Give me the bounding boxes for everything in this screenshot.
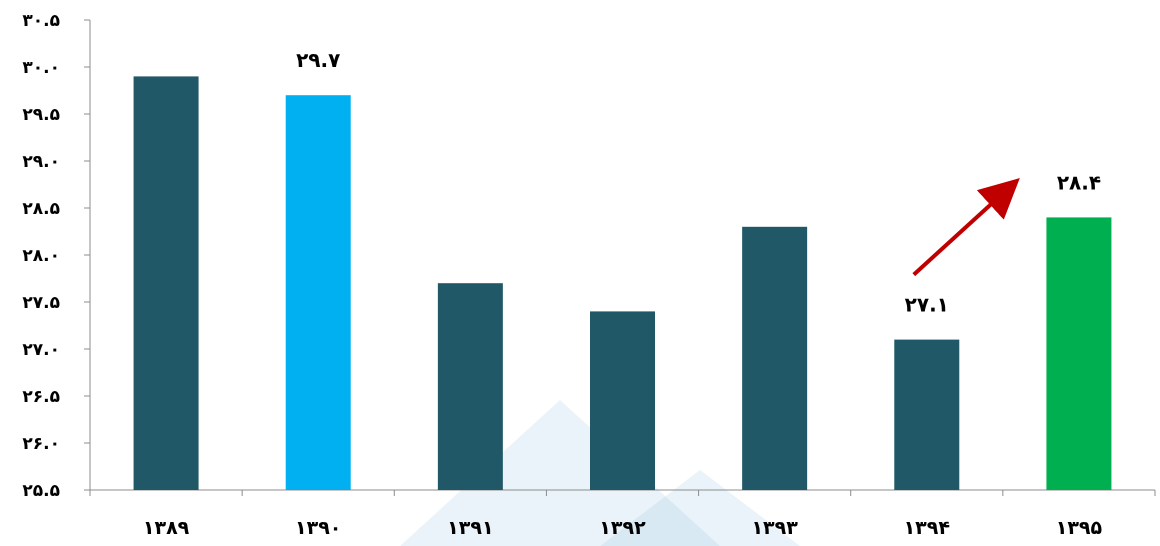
y-tick-label: ۲۶.۰	[22, 434, 60, 454]
y-tick-label: ۲۹.۵	[22, 105, 60, 125]
x-category-label: ۱۳۹۳	[751, 517, 798, 539]
bars	[133, 76, 1112, 491]
x-category-label: ۱۳۹۵	[1056, 517, 1103, 539]
bar	[437, 283, 503, 490]
x-category-label: ۱۳۸۹	[143, 517, 190, 539]
bar	[133, 76, 199, 491]
bar	[590, 311, 655, 490]
bar	[742, 226, 808, 491]
x-category-label: ۱۳۹۱	[447, 517, 493, 539]
y-tick-label: ۲۷.۰	[22, 340, 60, 360]
y-tick-label: ۲۸.۰	[22, 246, 60, 266]
watermark	[400, 400, 800, 546]
y-tick-label: ۲۵.۵	[22, 481, 60, 501]
bar	[285, 95, 351, 490]
data-label: ۲۷.۱	[905, 293, 949, 317]
bar	[1046, 217, 1112, 490]
x-category-label: ۱۳۹۲	[599, 517, 646, 539]
y-tick-label: ۲۹.۰	[22, 152, 60, 172]
x-category-label: ۱۳۹۰	[295, 517, 341, 539]
y-tick-label: ۲۷.۵	[22, 293, 60, 313]
labels: ۱۳۸۹ ۱۳۹۰ ۲۹.۷ ۱۳۹۱ ۱۳۹۲ ۱۳۹۳ ۱۳۹۴ ۲۷.۱ ۱۳۹۵ ۲۸.۴	[143, 48, 1103, 539]
trend-arrow	[912, 178, 1020, 277]
bar	[894, 339, 960, 490]
x-category-label: ۱۳۹۴	[904, 517, 950, 539]
y-tick-label: ۳۰.۰	[22, 58, 60, 78]
y-tick-label: ۲۸.۵	[22, 199, 60, 219]
data-label: ۲۸.۴	[1057, 170, 1101, 194]
axes: ۲۵.۵ ۲۶.۰ ۲۶.۵ ۲۷.۰ ۲۷.۵ ۲۸.۰ ۲۸.۵ ۲۹.۰ ۲۹.۵ ۳۰.۰…	[22, 11, 1156, 501]
y-tick-label: ۳۰.۵	[22, 11, 60, 31]
data-label: ۲۹.۷	[296, 48, 340, 72]
annotations	[912, 178, 1020, 277]
y-tick-label: ۲۶.۵	[22, 387, 60, 407]
